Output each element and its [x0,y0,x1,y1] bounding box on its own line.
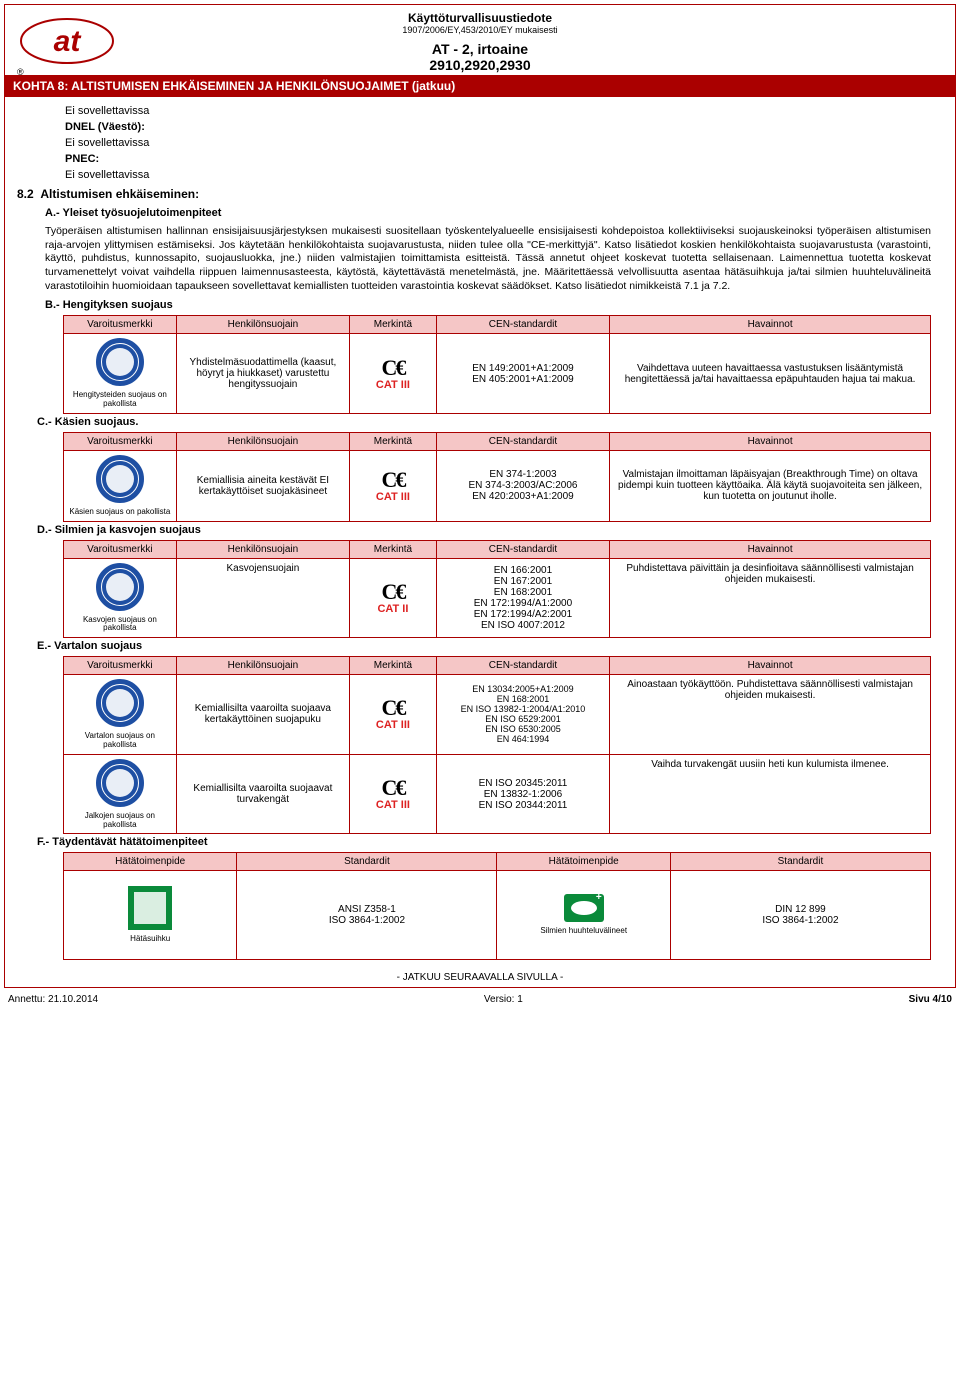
gloves-icon [96,455,144,503]
coverall-icon [96,679,144,727]
svg-text:at: at [54,25,83,58]
header-subtitle: 1907/2006/EY,453/2010/EY mukaisesti [13,25,947,35]
intro-line: DNEL (Väestö): [65,121,931,133]
subsection-d: D.- Silmien ja kasvojen suojaus [37,524,931,536]
eyewash-icon [564,894,604,922]
subsection-b: B.- Hengityksen suojaus [45,299,931,311]
registered-mark: ® [17,67,24,77]
ce-mark-icon: C€ [354,469,432,491]
product-title: AT - 2, irtoaine [13,41,947,57]
page: at ® Käyttöturvallisuustiedote 1907/2006… [0,4,960,1007]
subsection-e: E.- Vartalon suojaus [37,640,931,652]
section-8-2-heading: 8.2 Altistumisen ehkäiseminen: [17,187,931,201]
intro-line: Ei sovellettavissa [65,169,931,181]
ce-mark-icon: C€ [354,581,432,603]
logo: at ® [17,11,117,78]
intro-line: PNEC: [65,153,931,165]
subsection-a: A.- Yleiset työsuojelutoimenpiteet [45,207,931,219]
footer-page-number: Sivu 4/10 [909,994,952,1005]
footer-date: Annettu: 21.10.2014 [8,994,98,1005]
intro-line: Ei sovellettavissa [65,105,931,117]
product-code: 2910,2920,2930 [13,57,947,73]
respiratory-icon [96,338,144,386]
face-shield-icon [96,563,144,611]
ce-mark-icon: C€ [354,697,432,719]
content: Ei sovellettavissa DNEL (Väestö): Ei sov… [5,97,955,968]
table-hands: Varoitusmerkki Henkilönsuojain Merkintä … [63,432,931,522]
table-body: Varoitusmerkki Henkilönsuojain Merkintä … [63,656,931,834]
header: at ® Käyttöturvallisuustiedote 1907/2006… [5,5,955,75]
section-bar: KOHTA 8: ALTISTUMISEN EHKÄISEMINEN JA HE… [5,75,955,97]
table-face: Varoitusmerkki Henkilönsuojain Merkintä … [63,540,931,639]
subsection-f: F.- Täydentävät hätätoimenpiteet [37,836,931,848]
header-title: Käyttöturvallisuustiedote [13,11,947,25]
boots-icon [96,759,144,807]
shower-icon [128,886,172,930]
ce-mark-icon: C€ [354,357,432,379]
footer-version: Versio: 1 [484,994,523,1005]
continuation-notice: - JATKUU SEURAAVALLA SIVULLA - [5,972,955,983]
intro-line: Ei sovellettavissa [65,137,931,149]
paragraph-a: Työperäisen altistumisen hallinnan ensis… [45,225,931,293]
footer: Annettu: 21.10.2014 Versio: 1 Sivu 4/10 [0,992,960,1007]
subsection-c: C.- Käsien suojaus. [37,416,931,428]
table-emergency: Hätätoimenpide Standardit Hätätoimenpide… [63,852,931,960]
table-respiratory: Varoitusmerkki Henkilönsuojain Merkintä … [63,315,931,414]
document-frame: at ® Käyttöturvallisuustiedote 1907/2006… [4,4,956,988]
ce-mark-icon: C€ [354,777,432,799]
